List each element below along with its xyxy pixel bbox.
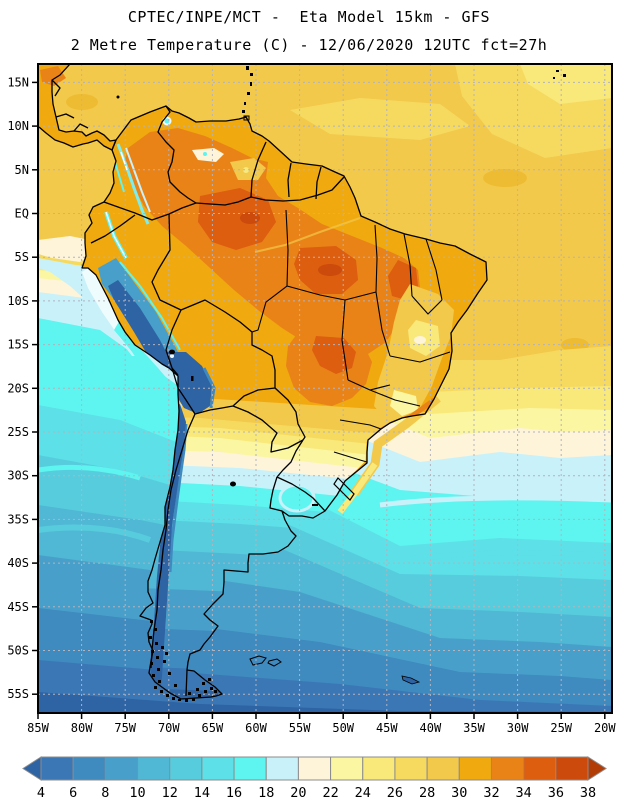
lon-tick-label: 40W [420, 721, 442, 735]
colorbar-cell [362, 756, 396, 781]
lat-tick-label: 10S [7, 294, 29, 308]
lon-tick-label: 60W [245, 721, 267, 735]
lon-tick-label: 50W [332, 721, 354, 735]
lon-axis: 85W 80W 75W 70W 65W 60W 55W 50W 45W 40W 35W 30W 25W 2… [27, 713, 616, 735]
colorbar-left-arrow [22, 756, 42, 781]
lon-tick-label: 45W [376, 721, 398, 735]
lat-tick-label: 55S [7, 687, 29, 701]
lagoa-dos-patos [333, 477, 355, 501]
colorbar-tick-label: 10 [129, 785, 145, 800]
colorbar-cell [265, 756, 299, 781]
colorbar-tick-label: 26 [387, 785, 403, 800]
lon-tick-label: 75W [114, 721, 136, 735]
lon-tick-label: 55W [289, 721, 311, 735]
colorbar-tick-label: 36 [548, 785, 564, 800]
lat-tick-label: 40S [7, 556, 29, 570]
lon-tick-label: 25W [550, 721, 572, 735]
colorbar-tick-label: 24 [355, 785, 371, 800]
lat-tick-label: 5S [15, 250, 29, 264]
lon-tick-label: 80W [71, 721, 93, 735]
colorbar-cell [233, 756, 267, 781]
lat-tick-label: 35S [7, 512, 29, 526]
temperature-colorbar: 4 6 8 10 12 14 16 18 20 22 24 26 28 30 32 34 36 38 [22, 756, 607, 800]
colorbar-tick-label: 22 [322, 785, 338, 800]
lon-tick-label: 70W [158, 721, 180, 735]
colorbar-tick-label: 30 [451, 785, 467, 800]
island-dot [116, 95, 120, 99]
colorbar-cell [137, 756, 171, 781]
colorbar-tick-label: 14 [194, 785, 210, 800]
colorbar-tick-label: 20 [290, 785, 306, 800]
lat-tick-label: 20S [7, 381, 29, 395]
lat-tick-label: 10N [7, 119, 29, 133]
colorbar-tick-label: 12 [162, 785, 178, 800]
lat-axis: 15N 10N 5N EQ 5S 10S 15S 20S 25S 30S 35S 40S 45S 50S 5… [7, 75, 38, 701]
lake-titicaca [169, 349, 175, 355]
colorbar-tick-label: 32 [483, 785, 499, 800]
lon-tick-label: 35W [463, 721, 485, 735]
colorbar-cell [490, 756, 525, 781]
graticule [38, 64, 612, 713]
colorbar-cell [426, 756, 460, 781]
chile-argentina-border [150, 413, 196, 669]
fjord-islands [149, 620, 217, 702]
lat-tick-label: 5N [15, 163, 29, 177]
lat-tick-label: 50S [7, 644, 29, 658]
colorbar-cell [297, 756, 332, 781]
colorbar-cell [169, 756, 203, 781]
central-america-land [38, 64, 116, 150]
central-america-coastline [38, 64, 117, 151]
colorbar-cell [104, 756, 139, 781]
colorbar-cell [40, 756, 74, 781]
lat-tick-label: 30S [7, 469, 29, 483]
colorbar-cell [523, 756, 557, 781]
falkland-islands [249, 655, 267, 666]
colorbar-tick-label: 38 [580, 785, 596, 800]
colorbar-tick-label: 18 [258, 785, 274, 800]
lon-tick-label: 65W [202, 721, 224, 735]
colorbar-tick-label: 8 [101, 785, 109, 800]
chart-title: CPTEC/INPE/MCT - Eta Model 15km - GFS [127, 8, 491, 26]
colorbar-tick-label: 6 [69, 785, 77, 800]
colorbar-right-arrow [587, 756, 607, 781]
south-georgia-island [401, 675, 421, 685]
lat-tick-label: EQ [15, 207, 29, 221]
south-america-coastline [81, 105, 488, 700]
temperature-map: 15N 10N 5N EQ 5S 10S 15S 20S 25S 30S 35S 40S 45S 50S 5… [7, 63, 616, 735]
lat-tick-label: 15N [7, 75, 29, 89]
chart-subtitle: 2 Metre Temperature (C) - 12/06/2020 12U… [70, 36, 548, 54]
colorbar-tick-label: 16 [226, 785, 242, 800]
lon-tick-label: 85W [27, 721, 49, 735]
colorbar-cell [458, 756, 492, 781]
colorbar-cell [394, 756, 428, 781]
country-borders [38, 64, 488, 702]
lat-tick-label: 25S [7, 425, 29, 439]
state-borders [251, 209, 451, 463]
colorbar-cell [72, 756, 106, 781]
colorbar-tick-label: 28 [419, 785, 435, 800]
colorbar-tick-label: 34 [516, 785, 532, 800]
colorbar-tick-label: 4 [37, 785, 45, 800]
lon-tick-label: 30W [507, 721, 529, 735]
colorbar-cell [330, 756, 364, 781]
lat-tick-label: 15S [7, 338, 29, 352]
lon-tick-label: 20W [594, 721, 616, 735]
colorbar-cell [555, 756, 589, 781]
colorbar-cell [201, 756, 235, 781]
lat-tick-label: 45S [7, 600, 29, 614]
